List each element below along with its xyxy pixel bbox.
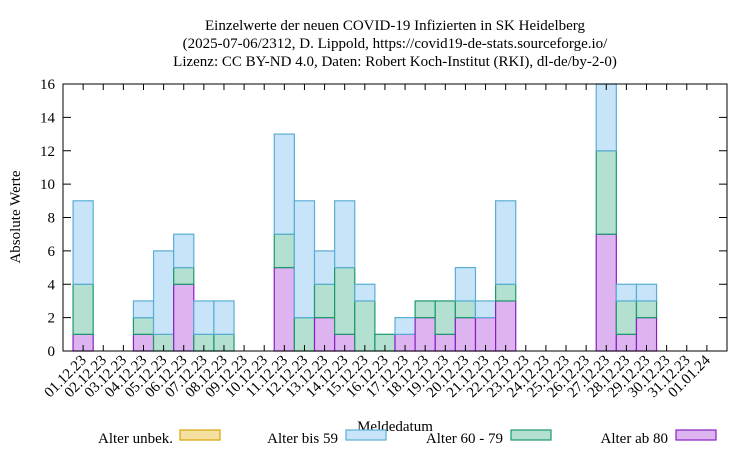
legend-swatch bbox=[510, 429, 552, 441]
title-line: Lizenz: CC BY-ND 4.0, Daten: Robert Koch… bbox=[173, 54, 617, 70]
y-tick-label: 12 bbox=[40, 144, 55, 160]
bar-segment bbox=[193, 300, 215, 335]
legend-swatch bbox=[179, 429, 221, 441]
bar-segment bbox=[354, 300, 376, 352]
bar-segment bbox=[495, 200, 517, 285]
bar-segment bbox=[132, 317, 155, 335]
y-tick-label: 2 bbox=[48, 311, 56, 327]
bar-segment bbox=[495, 300, 517, 352]
bar-segment bbox=[173, 283, 195, 352]
bar-segment bbox=[454, 300, 477, 319]
bar-segment bbox=[434, 300, 456, 335]
legend-label: Alter 60 - 79 bbox=[426, 431, 503, 447]
legend-label: Alter bis 59 bbox=[267, 431, 338, 447]
y-tick-label: 14 bbox=[40, 110, 56, 126]
bar-segment bbox=[414, 300, 436, 319]
bar-segment bbox=[72, 200, 94, 285]
legend-label: Alter unbek. bbox=[98, 431, 173, 447]
bar-segment bbox=[72, 283, 94, 335]
legend-swatch bbox=[345, 429, 387, 441]
bar-segment bbox=[273, 133, 295, 235]
bar-segment bbox=[273, 266, 295, 352]
bar-segment bbox=[354, 283, 376, 302]
bar-segment bbox=[495, 283, 517, 302]
bar-segment bbox=[474, 300, 497, 319]
bar-segment bbox=[293, 200, 316, 319]
bar-segment bbox=[152, 250, 175, 335]
bar-segment bbox=[454, 266, 477, 302]
bar-segment bbox=[615, 283, 638, 302]
bar-segment bbox=[595, 83, 617, 152]
title-line: Einzelwerte der neuen COVID-19 Infiziert… bbox=[205, 18, 586, 34]
bar-segment bbox=[595, 233, 617, 352]
bar-segment bbox=[173, 233, 195, 269]
bar-segment bbox=[213, 300, 235, 335]
bar-segment bbox=[313, 283, 336, 319]
bar-segment bbox=[394, 317, 416, 335]
legend: Alter unbek. Alter bis 59 Alter 60 - 79 Alt… bbox=[98, 429, 717, 447]
bar-segment bbox=[334, 200, 356, 269]
bar-segment bbox=[334, 266, 356, 335]
y-tick-label: 0 bbox=[48, 344, 56, 360]
y-ticks: 0 2 4 6 8 10 12 14 16 bbox=[40, 77, 727, 360]
bar-segment bbox=[635, 300, 658, 319]
title-line: (2025-07-06/2312, D. Lippold, https://co… bbox=[183, 36, 608, 52]
y-tick-label: 10 bbox=[40, 177, 55, 193]
legend-swatch bbox=[675, 429, 717, 441]
legend-label: Alter ab 80 bbox=[601, 431, 668, 447]
bar-segment bbox=[615, 300, 638, 335]
y-tick-label: 16 bbox=[40, 77, 56, 93]
chart-title: Einzelwerte der neuen COVID-19 Infiziert… bbox=[173, 18, 617, 70]
bar-segment bbox=[173, 266, 195, 285]
y-axis-title: Absolute Werte bbox=[8, 170, 24, 263]
y-tick-label: 4 bbox=[48, 277, 56, 293]
bar-segment bbox=[273, 233, 295, 269]
bar-segment bbox=[313, 250, 336, 285]
bar-segment bbox=[595, 150, 617, 235]
y-tick-label: 6 bbox=[48, 244, 56, 260]
bar-segment bbox=[132, 300, 155, 319]
bar-segment bbox=[635, 283, 658, 302]
y-tick-label: 8 bbox=[48, 211, 56, 227]
bars bbox=[72, 83, 658, 352]
